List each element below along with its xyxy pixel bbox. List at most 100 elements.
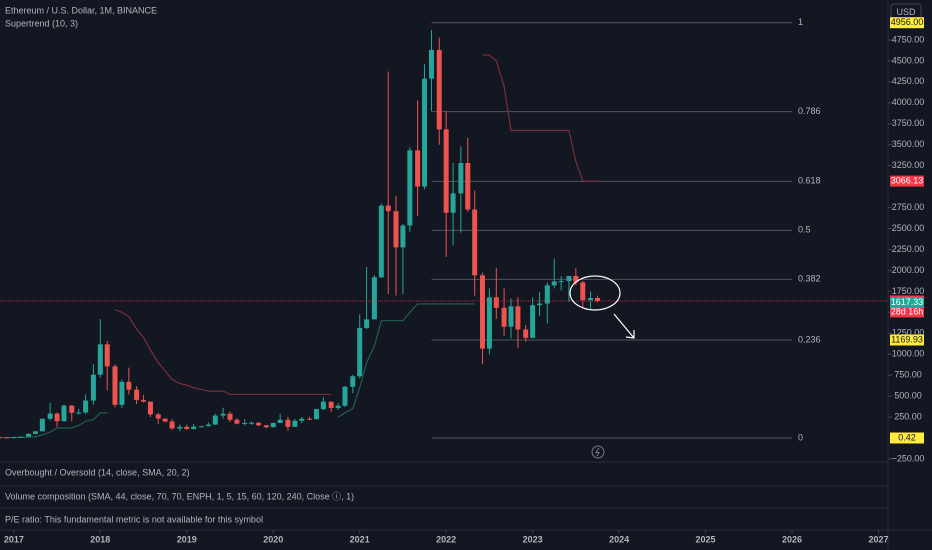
candle-body: [530, 305, 536, 338]
y-tick-label: −250.00: [892, 453, 925, 463]
indicator-label: Supertrend (10, 3): [5, 18, 78, 28]
annotation-arrow: [613, 313, 635, 339]
candle-body: [299, 418, 305, 421]
candle-body: [26, 433, 32, 437]
candle-body: [400, 225, 406, 248]
currency-label[interactable]: USD: [896, 7, 916, 17]
candle-body: [112, 366, 118, 405]
price-badge-label: 3066.13: [891, 175, 924, 185]
x-tick-label: 2022: [436, 534, 456, 544]
panel-label: Volume composition (SMA, 44, close, 70, …: [5, 491, 354, 501]
candle-body: [4, 437, 10, 439]
candle-body: [61, 405, 67, 422]
candle-body: [428, 49, 434, 79]
candle-body: [83, 400, 89, 413]
candle-body: [415, 150, 421, 187]
x-tick-label: 2020: [263, 534, 283, 544]
candle-body: [212, 415, 218, 425]
y-tick-label: 1250.00: [892, 328, 925, 338]
candle-body: [393, 211, 399, 248]
candle-body: [198, 426, 204, 428]
candle-body: [205, 424, 211, 427]
price-badge: [890, 17, 924, 29]
fib-label: 0.618: [798, 176, 821, 186]
candle-body: [256, 422, 262, 426]
candle-body: [357, 327, 363, 377]
candle-body: [320, 401, 326, 410]
y-tick-label: 2750.00: [892, 202, 925, 212]
candle-body: [0, 437, 2, 439]
candle-body: [350, 376, 356, 387]
candle-body: [242, 422, 248, 424]
candle-body: [422, 78, 428, 187]
candle-body: [234, 419, 240, 424]
candle-body: [493, 297, 499, 308]
price-badge-label: 0.42: [898, 432, 916, 442]
price-badge: [890, 334, 924, 346]
fib-label: 1: [798, 17, 803, 27]
fib-label: 0.5: [798, 225, 811, 235]
fib-label: 0.382: [798, 274, 821, 284]
candle-body: [328, 401, 334, 408]
candle-body: [443, 129, 449, 213]
candle-body: [119, 381, 125, 405]
x-tick-label: 2018: [90, 534, 110, 544]
panel-label: Overbought / Oversold (14, close, SMA, 2…: [5, 467, 190, 477]
candle-body: [472, 209, 478, 276]
candle-body: [385, 205, 391, 212]
candle-body: [18, 436, 24, 438]
candle-body: [313, 409, 319, 420]
candle-body: [407, 150, 413, 226]
chart-title: Ethereum / U.S. Dollar, 1M, BINANCE: [5, 5, 157, 15]
candle-body: [134, 389, 140, 400]
candle-body: [378, 205, 384, 278]
y-tick-label: 3750.00: [892, 118, 925, 128]
candle-body: [580, 282, 586, 301]
x-tick-label: 2017: [4, 534, 24, 544]
candle-body: [508, 306, 514, 327]
supertrend-line: [114, 54, 598, 396]
panel-label: P/E ratio: This fundamental metric is no…: [5, 514, 263, 524]
fib-label: 0: [798, 432, 803, 442]
candle-body: [162, 418, 168, 422]
candle-body: [11, 437, 17, 439]
price-badge: [890, 296, 924, 308]
x-tick-label: 2026: [782, 534, 802, 544]
y-tick-label: 2500.00: [892, 223, 925, 233]
candle-body: [335, 405, 341, 408]
price-badge-label: 1617.33: [891, 297, 924, 307]
y-tick-label: 4000.00: [892, 97, 925, 107]
candle-body: [270, 422, 276, 428]
y-tick-label: 4500.00: [892, 55, 925, 65]
candle-body: [32, 431, 38, 434]
candle-body: [104, 344, 110, 367]
price-badge: [890, 432, 924, 444]
event-icon[interactable]: [591, 445, 605, 459]
y-tick-label: 3500.00: [892, 139, 925, 149]
candle-body: [184, 426, 190, 430]
candle-body: [537, 303, 543, 306]
price-badge: [890, 175, 924, 187]
candle-body: [594, 297, 600, 301]
y-tick-label: 4250.00: [892, 76, 925, 86]
candle-body: [573, 275, 579, 283]
candle-body: [90, 374, 96, 401]
candle-body: [47, 413, 53, 419]
price-badge-label: 4956.00: [891, 17, 924, 27]
candle-body: [479, 275, 485, 349]
candle-body: [227, 413, 233, 420]
candle-body: [54, 413, 60, 422]
candle-body: [588, 297, 594, 301]
candle-body: [126, 381, 132, 390]
y-tick-label: 2250.00: [892, 244, 925, 254]
candle-body: [292, 420, 298, 427]
candle-body: [558, 281, 564, 283]
supertrend-line: [0, 303, 475, 439]
event-icon-bolt: [595, 447, 600, 457]
fib-label: 0.236: [798, 334, 821, 344]
candle-body: [147, 401, 153, 415]
candle-body: [544, 285, 550, 304]
candle-body: [501, 307, 507, 327]
x-tick-label: 2025: [696, 534, 716, 544]
